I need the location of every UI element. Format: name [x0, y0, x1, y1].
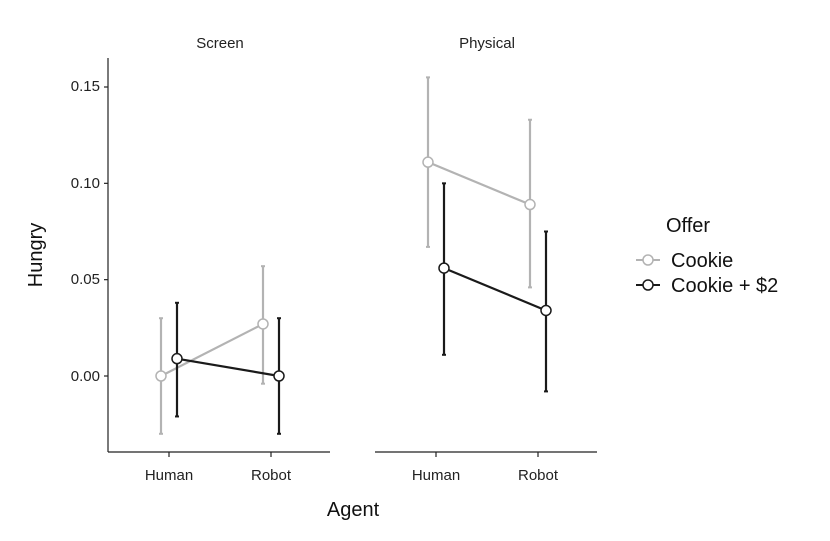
y-axis: 0.00 0.05 0.10 0.15 [71, 58, 109, 452]
legend-key-point [642, 254, 654, 266]
legend-item-cookie-plus-2: Cookie + $2 [636, 275, 778, 297]
data-point [540, 304, 552, 317]
series-cookie-plus-2 [171, 301, 285, 435]
legend-label: Cookie [671, 250, 733, 272]
series-line [443, 267, 547, 312]
x-axis-title: Agent [327, 499, 380, 521]
series-line [427, 161, 531, 206]
legend-title: Offer [666, 215, 710, 237]
legend-label: Cookie + $2 [671, 275, 778, 297]
series-cookie [155, 265, 269, 435]
y-tick-label: 0.15 [71, 78, 100, 95]
data-point [524, 198, 536, 211]
data-point [257, 318, 269, 330]
data-point [438, 262, 450, 274]
panel-title: Screen [196, 35, 244, 52]
panel-physical: Physical Human Robot [375, 35, 597, 484]
y-tick-label: 0.05 [71, 271, 100, 288]
y-tick-label: 0.10 [71, 175, 100, 192]
series-cookie-plus-2 [438, 182, 552, 393]
series-cookie [422, 76, 536, 289]
data-point [422, 156, 434, 168]
x-tick-label: Robot [518, 467, 559, 484]
legend: Offer Cookie Cookie + $2 [636, 215, 778, 297]
panel-title: Physical [459, 35, 515, 52]
x-tick-label: Human [145, 467, 193, 484]
panel-screen: Screen Human Robot [108, 35, 330, 484]
x-tick-label: Robot [251, 467, 292, 484]
series-line [176, 357, 280, 378]
data-point [273, 370, 285, 382]
data-point [155, 370, 167, 382]
legend-key-point [642, 279, 654, 291]
y-tick-label: 0.00 [71, 368, 100, 385]
legend-item-cookie: Cookie [636, 250, 733, 272]
y-axis-title: Hungry [25, 223, 47, 287]
data-point [171, 352, 183, 365]
y-tick-labels: 0.00 0.05 0.10 0.15 [71, 78, 100, 385]
x-tick-label: Human [412, 467, 460, 484]
